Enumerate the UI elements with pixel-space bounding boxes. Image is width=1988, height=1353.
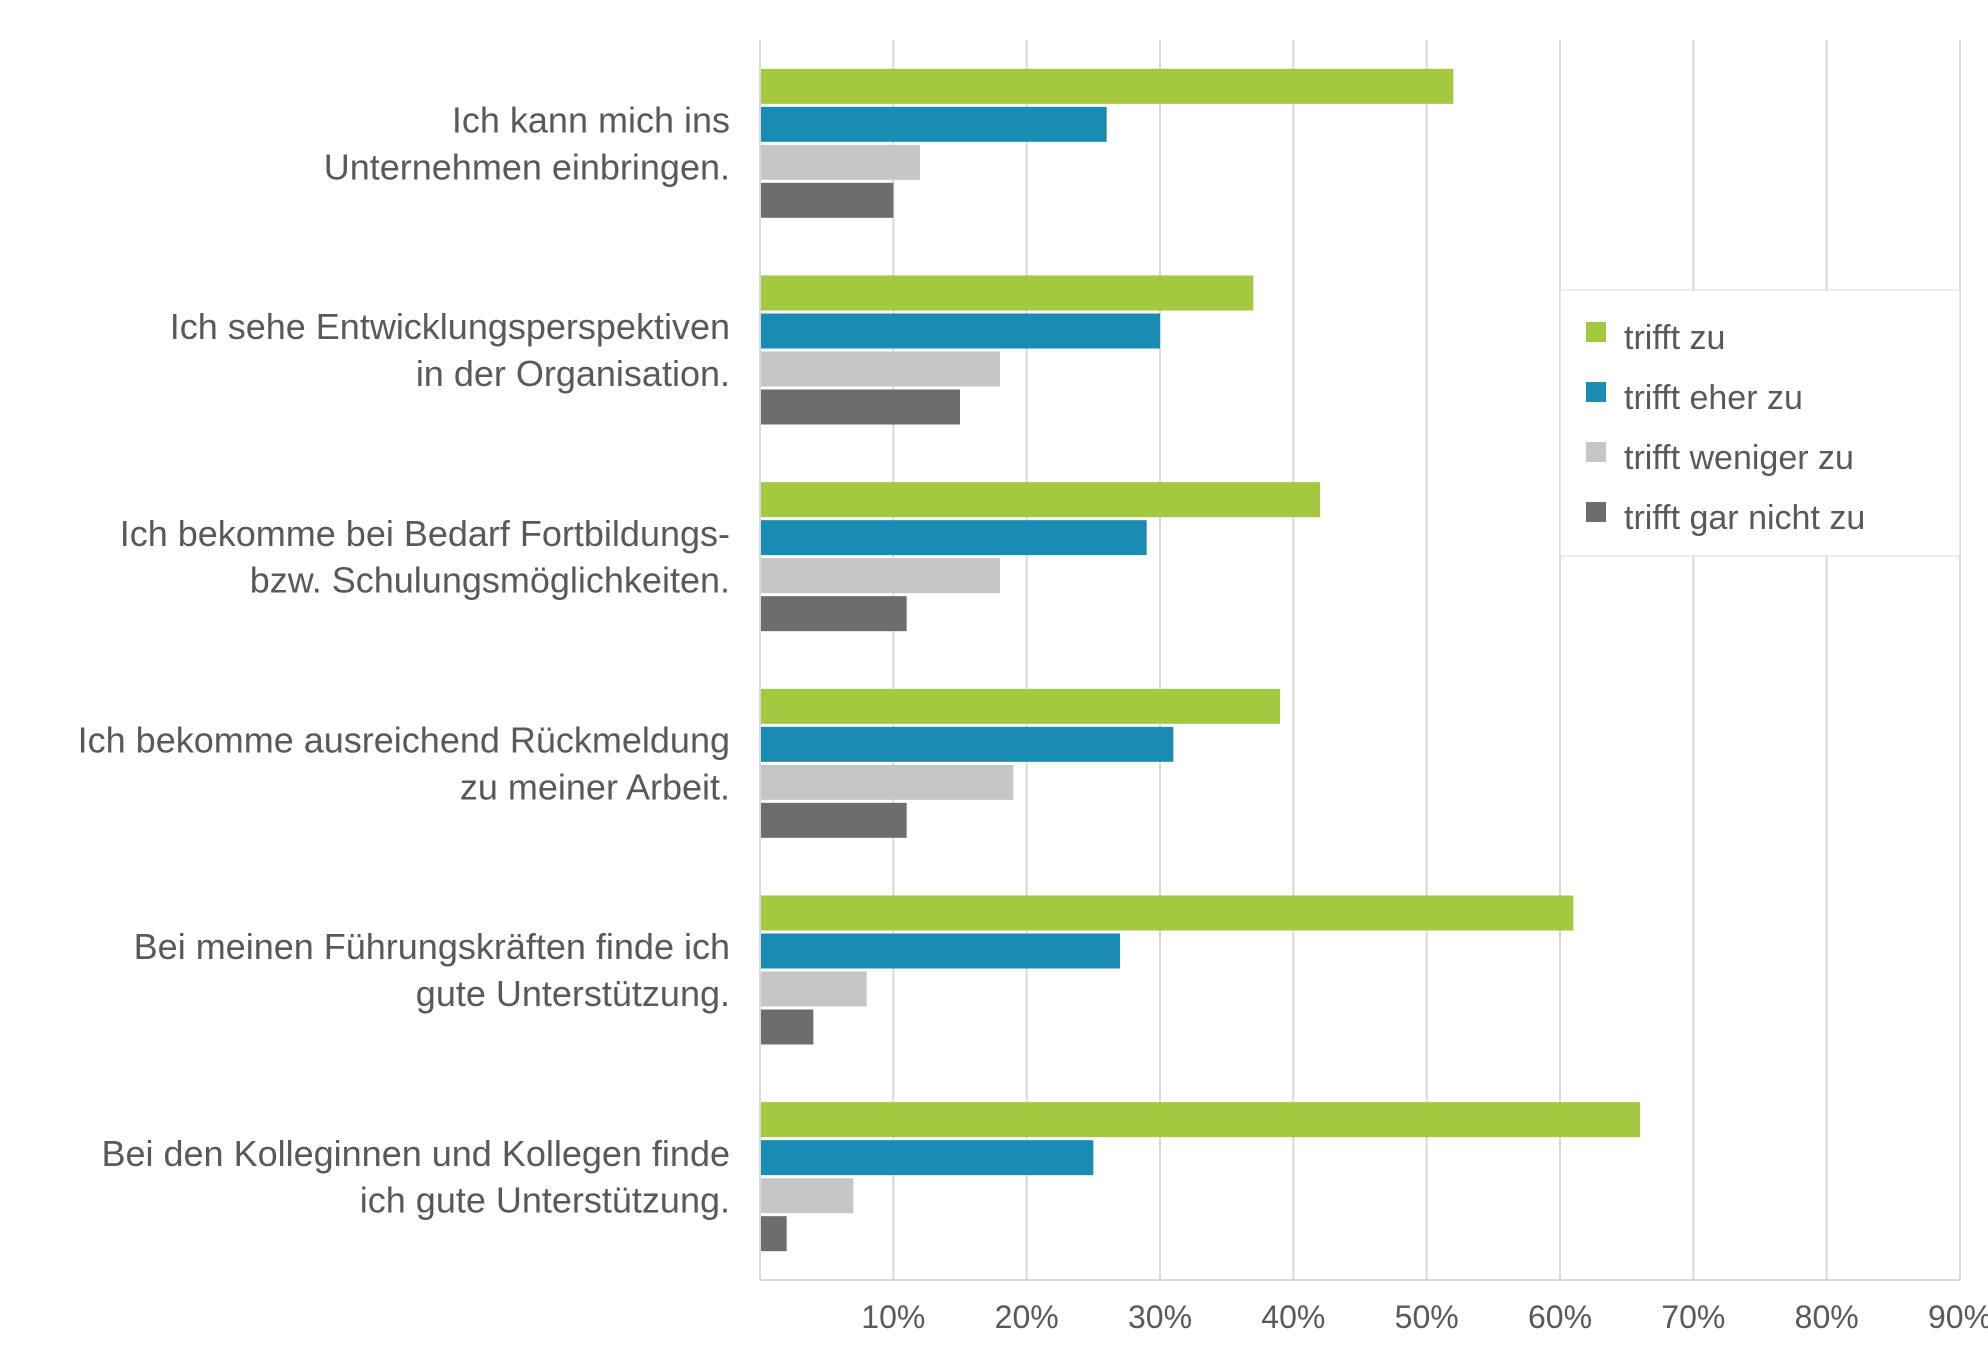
x-tick-label: 10%	[861, 1299, 925, 1335]
bar-trifft_zu	[760, 69, 1453, 104]
x-tick-label: 20%	[995, 1299, 1059, 1335]
bar-trifft_eher_zu	[760, 314, 1160, 349]
x-tick-label: 80%	[1795, 1299, 1859, 1335]
x-tick-label: 60%	[1528, 1299, 1592, 1335]
bar-trifft_weniger_zu	[760, 972, 867, 1007]
legend-swatch	[1586, 442, 1606, 462]
bar-trifft_eher_zu	[760, 107, 1107, 142]
legend-label: trifft zu	[1624, 319, 1725, 357]
category-label: in der Organisation.	[416, 353, 730, 394]
x-tick-label: 70%	[1661, 1299, 1725, 1335]
legend-swatch	[1586, 382, 1606, 402]
category-label: Ich sehe Entwicklungsperspektiven	[170, 306, 730, 347]
bar-trifft_weniger_zu	[760, 352, 1000, 387]
category-label: bzw. Schulungsmöglichkeiten.	[250, 560, 730, 601]
category-label: Unternehmen einbringen.	[324, 146, 730, 187]
bar-trifft_eher_zu	[760, 520, 1147, 555]
bar-trifft_weniger_zu	[760, 558, 1000, 593]
bar-trifft_eher_zu	[760, 727, 1173, 762]
category-label: ich gute Unterstützung.	[360, 1180, 730, 1221]
bar-trifft_weniger_zu	[760, 145, 920, 180]
bar-trifft_gar_nicht	[760, 1010, 813, 1045]
category-label: Bei den Kolleginnen und Kollegen finde	[101, 1133, 730, 1174]
category-label: Bei meinen Führungskräften finde ich	[134, 926, 730, 967]
category-label: Ich bekomme bei Bedarf Fortbildungs-	[120, 513, 730, 554]
legend-label: trifft gar nicht zu	[1624, 499, 1865, 537]
bar-trifft_gar_nicht	[760, 183, 893, 218]
bar-trifft_gar_nicht	[760, 390, 960, 425]
bar-trifft_eher_zu	[760, 1140, 1093, 1175]
bar-trifft_zu	[760, 276, 1253, 311]
bar-trifft_weniger_zu	[760, 1178, 853, 1213]
bar-trifft_gar_nicht	[760, 1216, 787, 1251]
chart-svg: 10% 20% 30% 40% 50% 60% 70% 80% 90% Ich kann mich…	[0, 0, 1988, 1353]
x-tick-label: 40%	[1261, 1299, 1325, 1335]
category-label: zu meiner Arbeit.	[460, 766, 730, 807]
bar-trifft_zu	[760, 482, 1320, 517]
legend: trifft zu trifft eher zu trifft weniger zu…	[1560, 290, 1960, 556]
legend-swatch	[1586, 322, 1606, 342]
legend-label: trifft eher zu	[1624, 379, 1803, 417]
bar-trifft_weniger_zu	[760, 765, 1013, 800]
bar-trifft_gar_nicht	[760, 596, 907, 631]
survey-bar-chart: 10% 20% 30% 40% 50% 60% 70% 80% 90% Ich kann mich…	[0, 0, 1988, 1353]
bar-trifft_zu	[760, 896, 1573, 931]
bar-trifft_zu	[760, 689, 1280, 724]
category-label: Ich kann mich ins	[452, 100, 730, 141]
category-label: Ich bekomme ausreichend Rückmeldung	[78, 720, 730, 761]
legend-label: trifft weniger zu	[1624, 439, 1854, 477]
legend-swatch	[1586, 502, 1606, 522]
x-tick-label: 30%	[1128, 1299, 1192, 1335]
bar-trifft_eher_zu	[760, 934, 1120, 969]
x-tick-label: 50%	[1395, 1299, 1459, 1335]
x-tick-label: 90%	[1928, 1299, 1988, 1335]
bar-trifft_zu	[760, 1102, 1640, 1137]
category-label: gute Unterstützung.	[416, 973, 730, 1014]
bar-trifft_gar_nicht	[760, 803, 907, 838]
